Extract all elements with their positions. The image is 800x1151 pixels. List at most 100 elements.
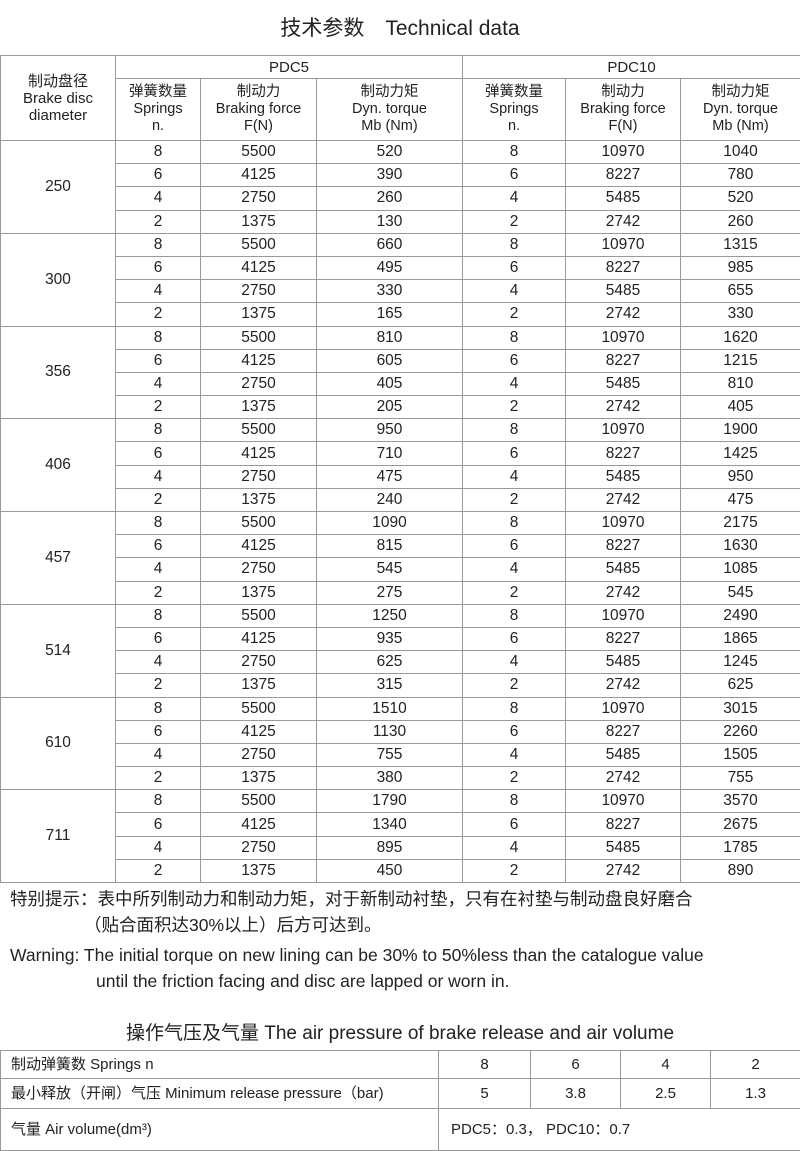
pdc10-springs-cell: 4 <box>463 372 566 395</box>
pdc5-springs-cell: 6 <box>116 349 201 372</box>
header-line: diameter <box>1 107 115 124</box>
pdc10-springs-cell: 6 <box>463 442 566 465</box>
pdc5-torque-cell: 330 <box>317 280 463 303</box>
pdc10-torque-cell: 1315 <box>681 233 800 256</box>
header-line: 制动力 <box>201 84 316 101</box>
pdc10-springs-cell: 8 <box>463 326 566 349</box>
pdc10-springs-cell: 2 <box>463 303 566 326</box>
pdc10-springs-cell: 2 <box>463 488 566 511</box>
pdc5-torque-cell: 935 <box>317 627 463 650</box>
pdc5-force-cell: 2750 <box>201 187 317 210</box>
pdc5-torque-cell: 1340 <box>317 813 463 836</box>
header-line: n. <box>463 118 565 135</box>
pdc5-torque-cell: 755 <box>317 743 463 766</box>
pdc5-torque-cell: 315 <box>317 674 463 697</box>
pdc10-torque-cell: 1900 <box>681 419 800 442</box>
pdc5-force-cell: 4125 <box>201 349 317 372</box>
pdc5-springs-cell: 4 <box>116 651 201 674</box>
header-line: 制动力矩 <box>681 84 800 101</box>
pdc5-springs-cell: 6 <box>116 720 201 743</box>
pdc10-force-cell: 10970 <box>566 697 681 720</box>
pdc5-torque-cell: 260 <box>317 187 463 210</box>
pdc10-springs-cell: 2 <box>463 581 566 604</box>
header-line: Springs <box>463 101 565 118</box>
pdc5-torque-cell: 660 <box>317 233 463 256</box>
pdc10-force-cell: 2742 <box>566 210 681 233</box>
pdc10-torque-cell: 655 <box>681 280 800 303</box>
pdc10-springs-cell: 8 <box>463 233 566 256</box>
diameter-cell: 457 <box>1 512 116 605</box>
pdc10-springs-cell: 4 <box>463 558 566 581</box>
diameter-header: 制动盘径 Brake disc diameter <box>1 56 116 141</box>
pdc10-springs-cell: 4 <box>463 743 566 766</box>
pdc5-force-cell: 4125 <box>201 442 317 465</box>
pdc10-springs-cell: 2 <box>463 767 566 790</box>
pdc10-force-cell: 2742 <box>566 396 681 419</box>
pdc5-torque-cell: 380 <box>317 767 463 790</box>
pdc10-springs-cell: 6 <box>463 349 566 372</box>
pdc5-springs-cell: 4 <box>116 836 201 859</box>
pdc10-springs-cell: 4 <box>463 836 566 859</box>
pdc10-force-cell: 5485 <box>566 187 681 210</box>
pdc10-torque-cell: 1215 <box>681 349 800 372</box>
pdc5-torque-cell: 205 <box>317 396 463 419</box>
pdc10-force-cell: 8227 <box>566 164 681 187</box>
springs-value: 4 <box>621 1051 711 1079</box>
pdc10-springs-cell: 2 <box>463 859 566 882</box>
pdc5-force-cell: 1375 <box>201 767 317 790</box>
pdc10-springs-cell: 8 <box>463 512 566 535</box>
pdc10-torque-cell: 950 <box>681 465 800 488</box>
pdc10-springs-cell: 8 <box>463 604 566 627</box>
pdc10-force-cell: 5485 <box>566 836 681 859</box>
pdc5-torque-cell: 450 <box>317 859 463 882</box>
pdc5-force-cell: 1375 <box>201 210 317 233</box>
pdc5-force-cell: 1375 <box>201 581 317 604</box>
pdc5-springs-cell: 4 <box>116 465 201 488</box>
pdc10-torque-cell: 2675 <box>681 813 800 836</box>
header-line: Braking force <box>201 101 316 118</box>
pdc10-torque-cell: 1040 <box>681 141 800 164</box>
pdc5-torque-cell: 520 <box>317 141 463 164</box>
air-pressure-table: 制动弹簧数 Springs n 8 6 4 2 最小释放（开闸）气压 Minim… <box>0 1050 800 1151</box>
pdc5-torque-cell: 1130 <box>317 720 463 743</box>
pdc5-force-cell: 5500 <box>201 790 317 813</box>
pdc10-springs-cell: 4 <box>463 651 566 674</box>
pdc10-torque-cell: 260 <box>681 210 800 233</box>
springs-row: 制动弹簧数 Springs n 8 6 4 2 <box>1 1051 800 1079</box>
pdc10-springs-cell: 6 <box>463 813 566 836</box>
pdc5-torque-cell: 950 <box>317 419 463 442</box>
pdc5-force-cell: 5500 <box>201 233 317 256</box>
pdc5-force-cell: 2750 <box>201 743 317 766</box>
pdc5-springs-cell: 2 <box>116 581 201 604</box>
pdc5-force-cell: 5500 <box>201 419 317 442</box>
diameter-cell: 406 <box>1 419 116 512</box>
pdc10-torque-cell: 780 <box>681 164 800 187</box>
pdc10-force-cell: 10970 <box>566 326 681 349</box>
pdc5-springs-cell: 8 <box>116 790 201 813</box>
pdc5-springs-cell: 2 <box>116 859 201 882</box>
pdc5-torque-cell: 240 <box>317 488 463 511</box>
pdc5-torque-cell: 475 <box>317 465 463 488</box>
pdc5-springs-cell: 8 <box>116 697 201 720</box>
volume-label: 气量 Air volume(dm³) <box>1 1109 439 1151</box>
air-section-title: 操作气压及气量 The air pressure of brake releas… <box>0 1018 800 1045</box>
diameter-cell: 711 <box>1 790 116 883</box>
diameter-cell: 250 <box>1 141 116 234</box>
pdc10-force-cell: 2742 <box>566 581 681 604</box>
pdc10-force-cell: 8227 <box>566 813 681 836</box>
pdc10-force-cell: 2742 <box>566 303 681 326</box>
header-line: 制动盘径 <box>1 73 115 90</box>
pdc5-torque-cell: 1790 <box>317 790 463 813</box>
pdc5-force-cell: 4125 <box>201 256 317 279</box>
